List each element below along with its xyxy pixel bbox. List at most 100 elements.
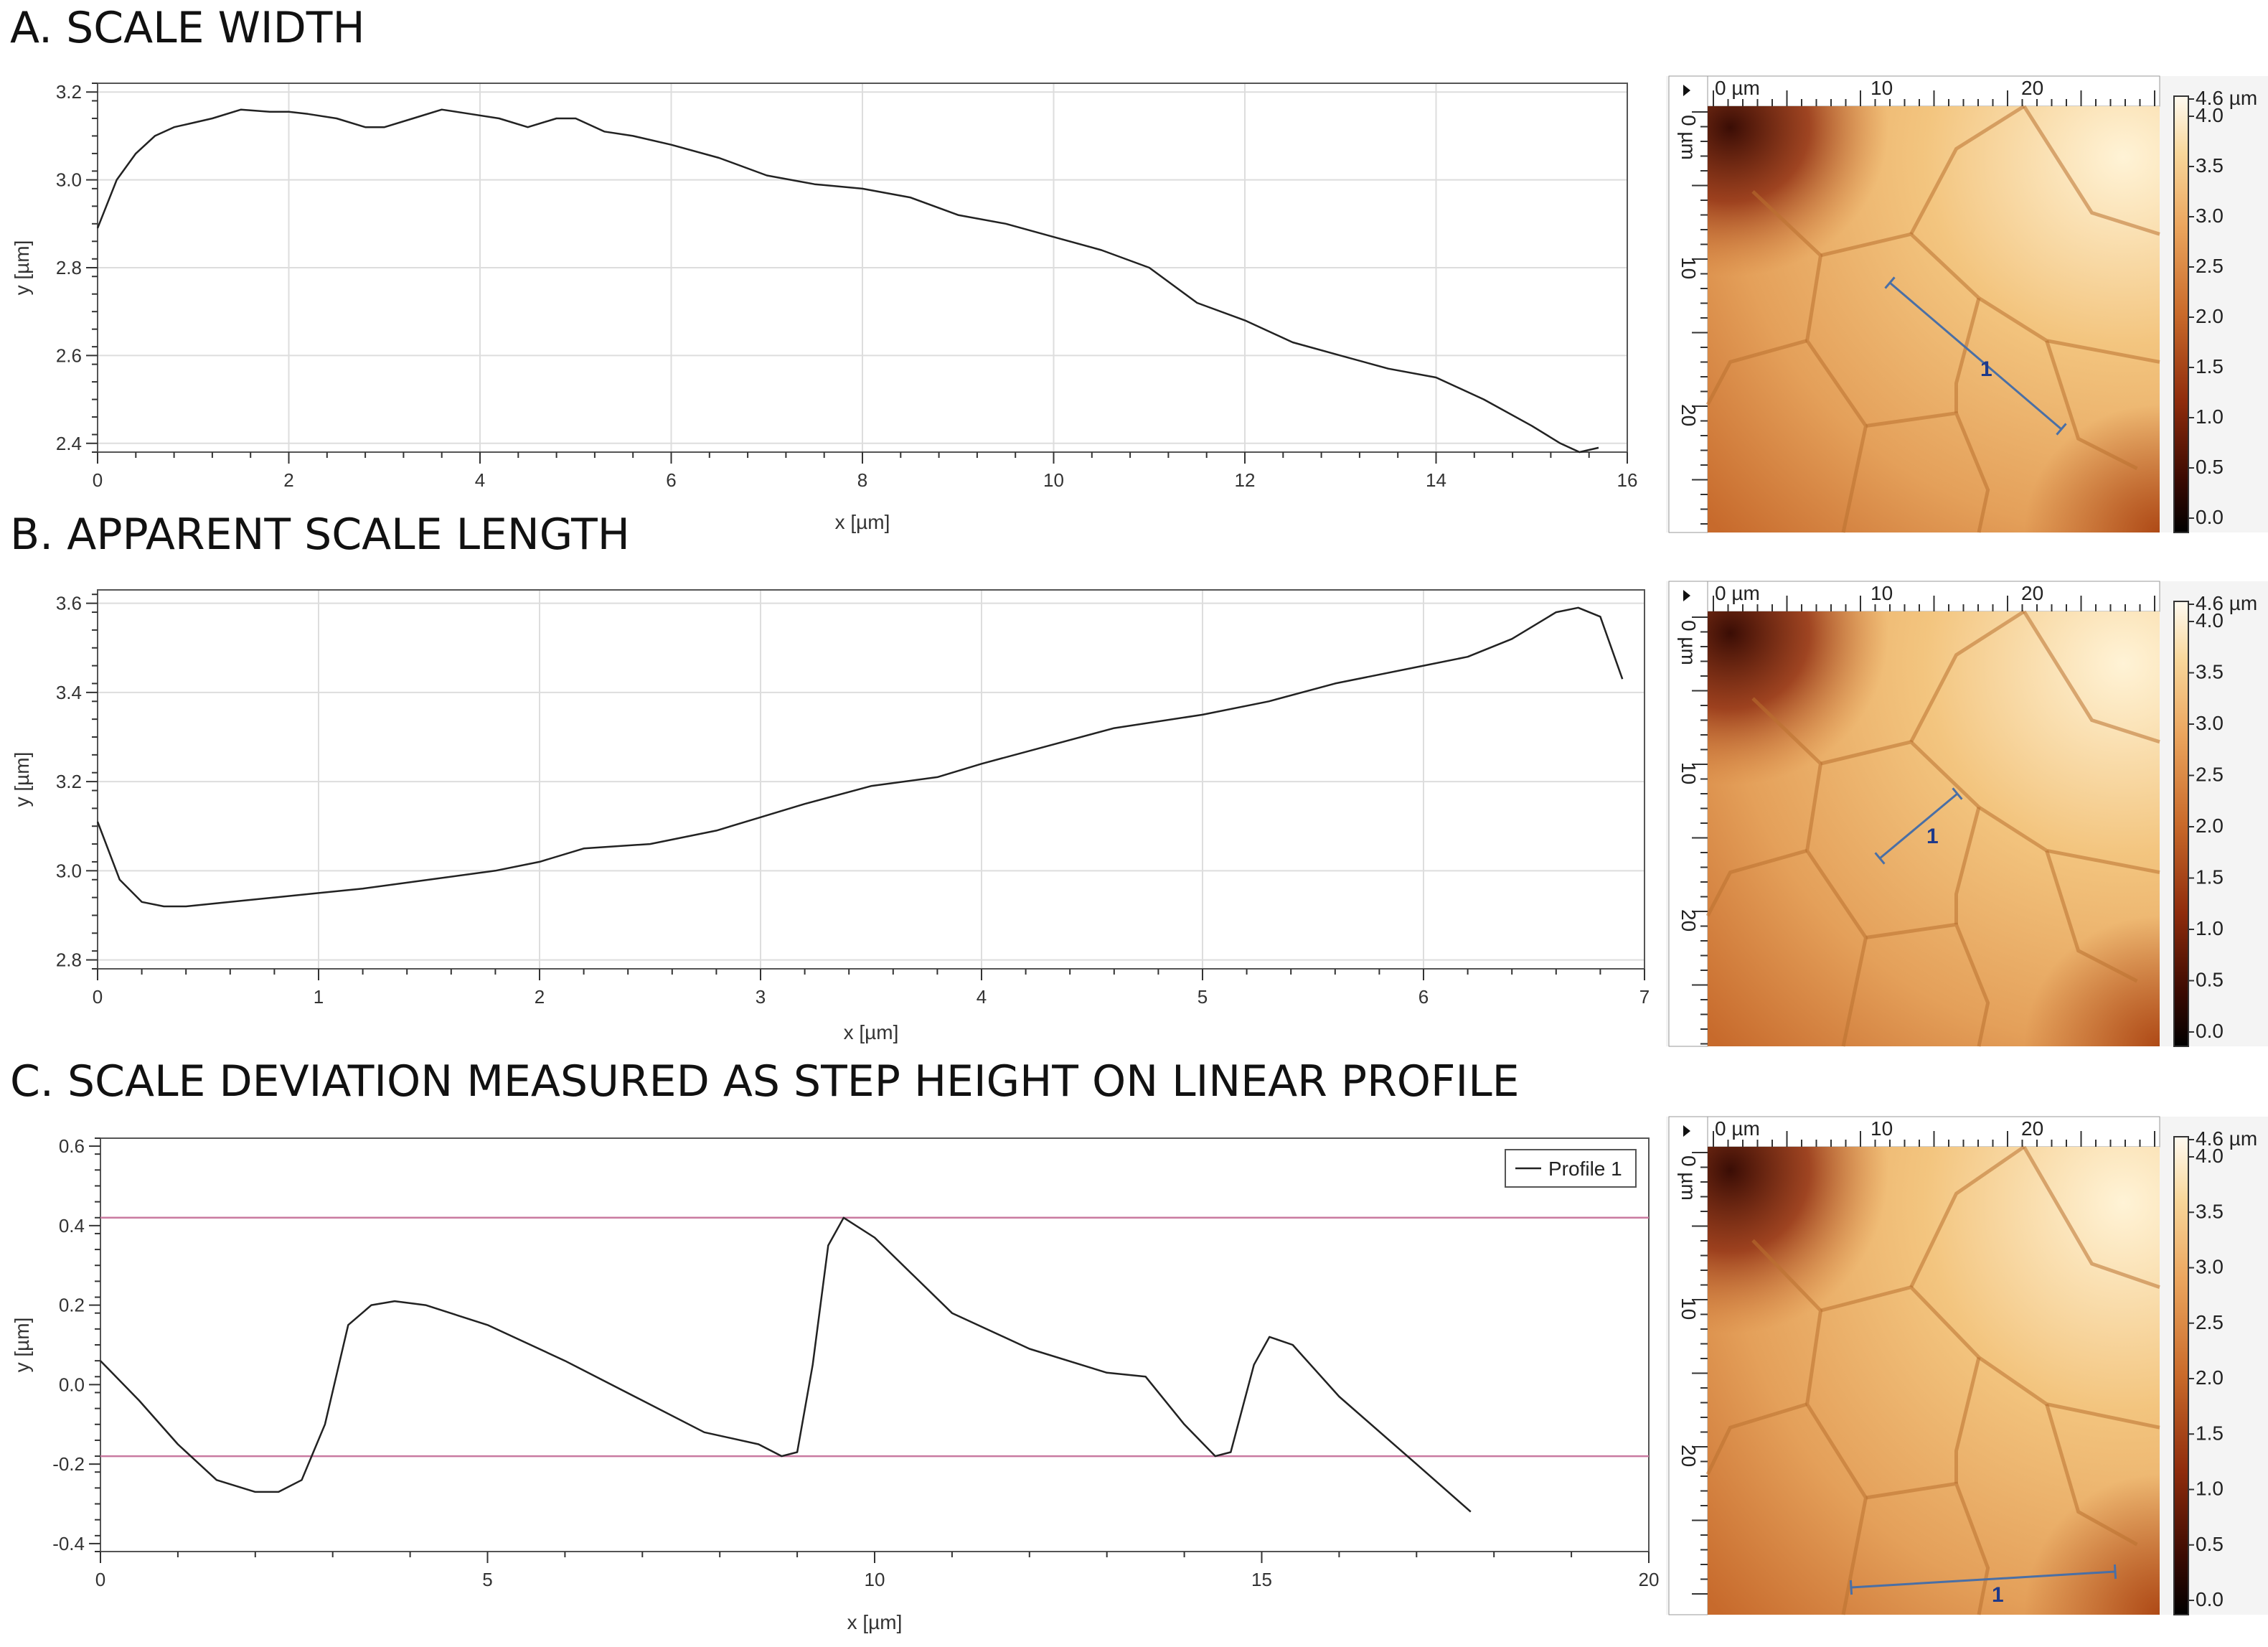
profile-endcap [1884, 276, 1896, 289]
x-tick-label: 4 [977, 986, 987, 1008]
colorbar [2173, 95, 2189, 533]
profile-label: 1 [1992, 1583, 2004, 1607]
left-ruler-label-10: 10 [1678, 257, 1700, 279]
x-tick-label: 4 [475, 469, 485, 491]
x-tick-label: 1 [314, 986, 324, 1008]
top-ruler [1668, 581, 2160, 612]
profile-endcap [2056, 423, 2067, 436]
x-tick-label: 2 [535, 986, 545, 1008]
series-line-0 [100, 1216, 1472, 1513]
left-ruler-label-20: 20 [1678, 909, 1700, 932]
grain-boundary [1865, 410, 1990, 533]
colorbar-label: 2.0 [2196, 1366, 2224, 1389]
panel-a-title: A. SCALE WIDTH [10, 3, 365, 53]
y-tick-label: 3.6 [56, 593, 82, 614]
y-tick-label: 2.8 [56, 257, 82, 278]
colorbar-label: 1.0 [2196, 405, 2224, 428]
colorbar-label: 4.0 [2196, 609, 2224, 632]
series-line-0 [96, 606, 1624, 908]
afm-right-shade [1708, 611, 2160, 1046]
colorbar-label: 4.6 µm [2196, 1127, 2257, 1150]
top-ruler [1668, 75, 2160, 107]
colorbar-label: 3.5 [2196, 661, 2224, 683]
x-tick-label: 2 [283, 469, 293, 491]
colorbar-label: 3.5 [2196, 154, 2224, 177]
y-tick-label: 0.6 [59, 1135, 85, 1157]
colorbar-label: 2.5 [2196, 1311, 2224, 1333]
colorbar-label: 0.5 [2196, 456, 2224, 478]
y-tick-label: 2.4 [56, 433, 82, 454]
y-tick-label: 2.8 [56, 949, 82, 971]
x-tick-label: 0 [95, 1569, 105, 1590]
afm-map-2: 0 µm 10 20 0 µm 10 20 1 4.6 µm4.0 3.5 3.0 2.5 2.0 1.… [1666, 1116, 2268, 1615]
grain-boundary [1705, 339, 1808, 405]
grain-boundary [1954, 1356, 1981, 1484]
colorbar-label: 2.5 [2196, 255, 2224, 277]
x-axis-label: x [µm] [835, 511, 890, 533]
left-ruler-label-10: 10 [1678, 1298, 1700, 1320]
left-ruler-label-10: 10 [1678, 762, 1700, 784]
grain-boundary [2022, 610, 2160, 744]
grain-boundary [2022, 105, 2160, 236]
x-axis-label: x [µm] [844, 1021, 899, 1043]
y-tick-label: 3.2 [56, 81, 82, 103]
play-arrow-icon [1683, 590, 1690, 601]
y-tick-label: 3.0 [56, 169, 82, 191]
grain-boundary [2045, 850, 2138, 983]
profile-line [1889, 281, 2062, 431]
colorbar [2173, 601, 2189, 1047]
y-axis-label: y [µm] [11, 240, 33, 296]
x-axis-label: x [µm] [847, 1611, 903, 1633]
top-ruler-label-0: 0 µm [1715, 582, 1760, 604]
profile-line [1879, 792, 1958, 860]
colorbar-label: 0.0 [2196, 1020, 2224, 1042]
colorbar-label: 2.5 [2196, 764, 2224, 786]
y-tick-label: 3.0 [56, 860, 82, 881]
y-tick-label: -0.2 [52, 1453, 85, 1475]
y-tick-label: 0.2 [59, 1295, 85, 1316]
x-tick-label: 16 [1617, 469, 1638, 491]
y-tick-label: 0.0 [59, 1374, 85, 1395]
colorbar-label: 1.0 [2196, 1478, 2224, 1500]
colorbar-label: 3.5 [2196, 1200, 2224, 1222]
x-tick-label: 0 [93, 986, 103, 1008]
y-tick-label: 0.4 [59, 1215, 85, 1237]
top-ruler [1668, 1116, 2160, 1148]
x-tick-label: 7 [1639, 986, 1650, 1008]
y-tick-label: 3.2 [56, 771, 82, 792]
plot-frame [100, 1137, 1650, 1552]
top-ruler-label-10: 10 [1871, 77, 1893, 99]
play-arrow-icon [1683, 85, 1690, 96]
x-tick-label: 12 [1235, 469, 1256, 491]
profile-line [1850, 1570, 2116, 1589]
colorbar-label: 4.0 [2196, 1145, 2224, 1167]
y-axis-label: y [µm] [11, 1318, 33, 1373]
left-ruler-label-0: 0 µm [1678, 115, 1700, 160]
top-ruler-label-20: 20 [2021, 77, 2043, 99]
colorbar-label: 4.6 µm [2196, 87, 2257, 109]
colorbar-label: 0.0 [2196, 1588, 2224, 1610]
colorbar-label: 4.0 [2196, 104, 2224, 126]
grain-boundary [1909, 609, 2025, 743]
grain-boundary [1909, 104, 2025, 235]
grain-boundary [1705, 848, 1808, 917]
chart-2: -0.4 -0.2 0.0 0.2 0.4 0.6 0 5 10 15 20 x [µm] y [µm]… [11, 1135, 1659, 1633]
x-tick-label: 3 [756, 986, 766, 1008]
profile-label: 1 [1926, 825, 1939, 848]
grain-boundary [1865, 1481, 1990, 1615]
afm-map-1: 0 µm 10 20 0 µm 10 20 1 4.6 µm4.0 3.5 3.0 2.5 2.0 1.… [1666, 581, 2268, 1047]
grain-boundary [1705, 1402, 1808, 1475]
y-tick-label: 3.4 [56, 682, 82, 703]
colorbar-label: 1.5 [2196, 866, 2224, 888]
grain-boundary [1954, 297, 1981, 413]
y-axis-label: y [µm] [11, 752, 33, 807]
x-tick-label: 10 [865, 1569, 885, 1590]
colorbar-label: 0.0 [2196, 506, 2224, 528]
top-ruler-label-20: 20 [2021, 582, 2043, 604]
afm-right-shade [1708, 1147, 2160, 1615]
x-tick-label: 14 [1426, 469, 1446, 491]
left-ruler-label-0: 0 µm [1678, 620, 1700, 665]
plot-frame [97, 589, 1645, 970]
legend-label: Profile 1 [1548, 1158, 1622, 1180]
left-ruler-label-0: 0 µm [1678, 1155, 1700, 1201]
